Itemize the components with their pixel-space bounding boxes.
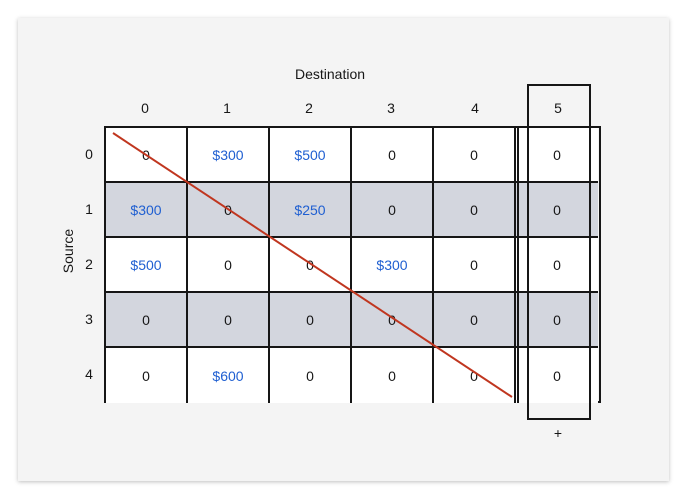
matrix-cell-2-5: 0 bbox=[516, 238, 598, 293]
column-header-4: 4 bbox=[471, 100, 479, 116]
matrix-cell-2-1: 0 bbox=[188, 238, 270, 293]
column-header-3: 3 bbox=[387, 100, 395, 116]
column-header-5: 5 bbox=[554, 100, 562, 116]
matrix-cell-1-3: 0 bbox=[352, 183, 434, 238]
cost-matrix: 0 $300 $500 0 0 0 $300 0 $250 0 0 0 $500 0 0 $300 0 0 0 0 0 0… bbox=[104, 126, 601, 403]
axis-title-source: Source bbox=[60, 228, 76, 274]
matrix-cell-0-0: 0 bbox=[106, 128, 188, 183]
matrix-cell-4-0: 0 bbox=[106, 348, 188, 403]
matrix-cell-2-4: 0 bbox=[434, 238, 516, 293]
matrix-cell-3-5: 0 bbox=[516, 293, 598, 348]
matrix-cell-4-2: 0 bbox=[270, 348, 352, 403]
matrix-cell-3-4: 0 bbox=[434, 293, 516, 348]
matrix-cell-4-3: 0 bbox=[352, 348, 434, 403]
matrix-cell-0-3: 0 bbox=[352, 128, 434, 183]
row-header-4: 4 bbox=[85, 366, 93, 382]
column-header-2: 2 bbox=[305, 100, 313, 116]
row-header-1: 1 bbox=[85, 201, 93, 217]
matrix-cell-3-2: 0 bbox=[270, 293, 352, 348]
matrix-cell-3-1: 0 bbox=[188, 293, 270, 348]
matrix-cell-2-0: $500 bbox=[106, 238, 188, 293]
axis-title-destination: Destination bbox=[294, 66, 366, 82]
matrix-cell-1-5: 0 bbox=[516, 183, 598, 238]
matrix-cell-4-4: 0 bbox=[434, 348, 516, 403]
matrix-cell-1-4: 0 bbox=[434, 183, 516, 238]
add-column-label: + bbox=[553, 425, 563, 441]
matrix-cell-2-2: 0 bbox=[270, 238, 352, 293]
matrix-cell-2-3: $300 bbox=[352, 238, 434, 293]
matrix-cell-1-0: $300 bbox=[106, 183, 188, 238]
row-header-0: 0 bbox=[85, 146, 93, 162]
matrix-cell-1-1: 0 bbox=[188, 183, 270, 238]
column-header-0: 0 bbox=[141, 100, 149, 116]
matrix-cell-4-5: 0 bbox=[516, 348, 598, 403]
matrix-cell-3-3: 0 bbox=[352, 293, 434, 348]
matrix-cell-0-4: 0 bbox=[434, 128, 516, 183]
matrix-cell-0-5: 0 bbox=[516, 128, 598, 183]
row-header-3: 3 bbox=[85, 311, 93, 327]
matrix-cell-0-2: $500 bbox=[270, 128, 352, 183]
matrix-cell-4-1: $600 bbox=[188, 348, 270, 403]
matrix-cell-0-1: $300 bbox=[188, 128, 270, 183]
column-header-1: 1 bbox=[223, 100, 231, 116]
dummy-column-divider bbox=[517, 126, 519, 403]
row-header-2: 2 bbox=[85, 256, 93, 272]
matrix-cell-1-2: $250 bbox=[270, 183, 352, 238]
matrix-cell-3-0: 0 bbox=[106, 293, 188, 348]
